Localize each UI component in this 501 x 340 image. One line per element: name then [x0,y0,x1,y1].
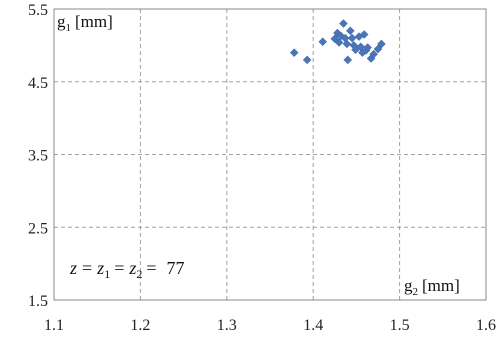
y-tick-label: 1.5 [28,293,48,310]
data-point [359,30,369,39]
anno-z1: z [96,258,104,278]
data-point [289,48,299,58]
x-tick-label: 1.5 [390,317,410,334]
y-axis-title: g1 [mm] [57,12,113,34]
data-point [345,26,355,36]
data-point [342,39,352,49]
y-tick-label: 2.5 [28,220,48,237]
x-axis-title-unit: [mm] [422,276,460,295]
parameter-annotation: z = z1 = z2 = 77 [69,258,185,281]
x-tick-label: 1.3 [217,317,237,334]
plot-frame [53,8,487,301]
x-tick-label: 1.4 [303,317,323,334]
anno-value: 77 [167,258,185,278]
y-tick-label: 4.5 [28,75,48,92]
data-point [302,55,312,65]
data-point [339,19,348,28]
data-point [377,39,386,49]
data-point [347,33,357,43]
data-point [318,37,328,47]
anno-z: z [69,258,77,278]
anno-z2: z [128,258,136,278]
y-tick-label: 3.5 [28,148,48,165]
anno-eq2: = [114,258,124,278]
y-axis-title-unit: [mm] [75,12,113,31]
anno-z1-sub: 1 [104,267,110,281]
x-tick-label: 1.2 [130,317,150,334]
y-axis-title-main: g [57,12,66,31]
data-points [289,19,386,65]
x-axis-title: g2 [mm] [404,276,460,298]
data-point [369,49,379,59]
anno-eq3: = [146,258,156,278]
data-point [343,55,353,65]
x-axis-title-main: g [404,276,413,295]
grid-lines [54,9,486,300]
y-tick-label: 5.5 [28,2,48,19]
anno-eq1: = [82,258,92,278]
anno-z2-sub: 2 [136,267,142,281]
data-point [363,43,372,52]
y-tick-labels: 1.5 2.5 3.5 4.5 5.5 [28,2,48,310]
x-axis-title-sub: 2 [413,286,419,298]
x-tick-labels: 1.1 1.2 1.3 1.4 1.5 1.6 [44,317,496,334]
data-point [334,38,344,47]
x-tick-label: 1.1 [44,317,64,334]
y-axis-title-sub: 1 [66,22,72,34]
x-tick-label: 1.6 [476,317,496,334]
data-point [373,44,383,54]
